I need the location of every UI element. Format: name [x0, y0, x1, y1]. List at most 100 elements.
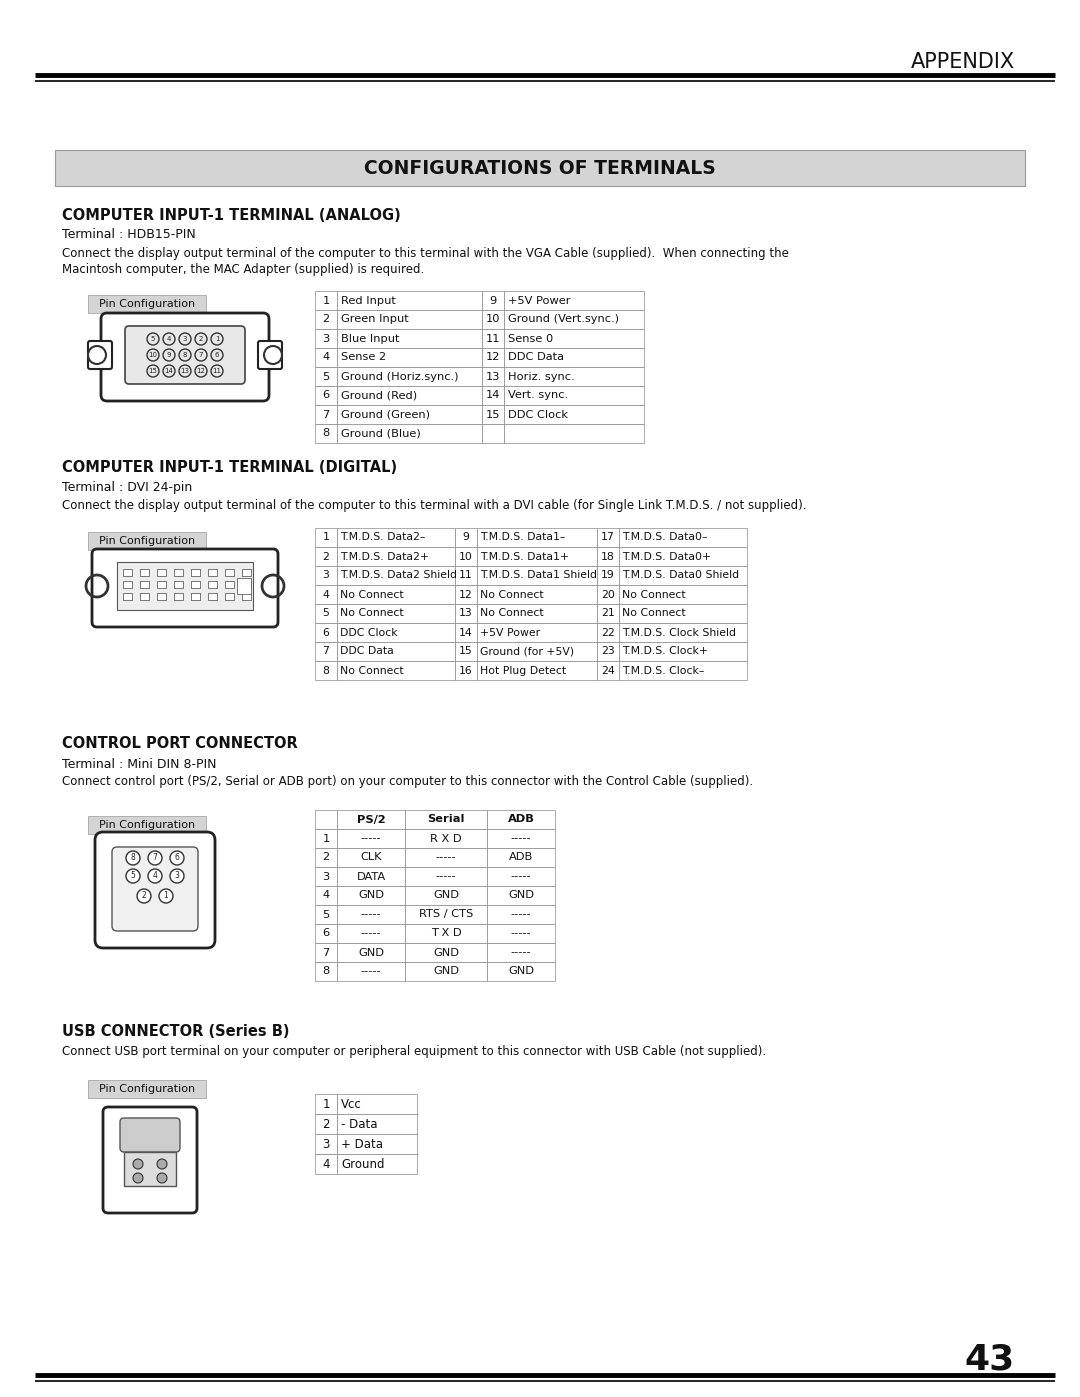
Text: DDC Data: DDC Data	[340, 647, 394, 657]
Bar	[55, 149, 1025, 186]
Bar	[157, 592, 165, 599]
Text: 3: 3	[183, 337, 187, 342]
Bar	[405, 905, 487, 923]
Text: DATA: DATA	[356, 872, 386, 882]
Bar	[315, 1113, 337, 1134]
Text: Terminal : Mini DIN 8-PIN: Terminal : Mini DIN 8-PIN	[62, 757, 216, 771]
Bar	[122, 592, 132, 599]
Bar	[315, 963, 337, 981]
Bar	[482, 405, 504, 425]
Bar	[315, 943, 337, 963]
Bar	[487, 848, 555, 868]
Text: 1: 1	[323, 532, 329, 542]
Text: 8: 8	[183, 352, 187, 358]
Circle shape	[133, 1160, 143, 1169]
Bar	[455, 623, 477, 643]
Text: Ground (Horiz.sync.): Ground (Horiz.sync.)	[341, 372, 459, 381]
Bar	[597, 566, 619, 585]
Text: Sense 0: Sense 0	[508, 334, 553, 344]
Text: + Data: + Data	[341, 1137, 383, 1151]
Bar	[337, 963, 405, 981]
FancyBboxPatch shape	[103, 1106, 197, 1213]
Text: 2: 2	[322, 1118, 329, 1130]
FancyBboxPatch shape	[102, 313, 269, 401]
Bar	[455, 661, 477, 680]
Bar	[455, 585, 477, 604]
Bar	[315, 828, 337, 848]
FancyBboxPatch shape	[95, 833, 215, 949]
Bar	[337, 367, 482, 386]
FancyBboxPatch shape	[120, 1118, 180, 1153]
Text: 15: 15	[459, 647, 473, 657]
Text: GND: GND	[433, 967, 459, 977]
FancyBboxPatch shape	[112, 847, 198, 930]
Bar	[190, 569, 200, 576]
Bar	[337, 386, 482, 405]
Bar	[337, 528, 455, 548]
Bar	[619, 585, 747, 604]
Bar	[315, 528, 337, 548]
Text: Connect the display output terminal of the computer to this terminal with a DVI : Connect the display output terminal of t…	[62, 500, 807, 513]
Text: 6: 6	[323, 929, 329, 939]
Text: 4: 4	[152, 872, 158, 880]
Bar	[337, 905, 405, 923]
Bar	[242, 592, 251, 599]
Bar	[477, 661, 597, 680]
Bar	[337, 310, 482, 330]
Text: -----: -----	[435, 872, 457, 882]
Text: 3: 3	[175, 872, 179, 880]
Bar	[619, 643, 747, 661]
Bar	[405, 886, 487, 905]
Bar	[315, 848, 337, 868]
Text: No Connect: No Connect	[622, 609, 686, 619]
Bar	[504, 425, 644, 443]
Bar	[482, 386, 504, 405]
Bar	[87, 816, 206, 834]
Text: Terminal : HDB15-PIN: Terminal : HDB15-PIN	[62, 229, 195, 242]
Text: 22: 22	[602, 627, 615, 637]
Bar	[337, 585, 455, 604]
Bar	[477, 528, 597, 548]
Bar	[482, 367, 504, 386]
Bar	[157, 581, 165, 588]
Circle shape	[137, 888, 151, 902]
Bar	[337, 1154, 417, 1173]
Bar	[190, 581, 200, 588]
Text: DDC Clock: DDC Clock	[340, 627, 397, 637]
Text: Sense 2: Sense 2	[341, 352, 387, 362]
FancyBboxPatch shape	[87, 341, 112, 369]
Text: RTS / CTS: RTS / CTS	[419, 909, 473, 919]
Text: 13: 13	[459, 609, 473, 619]
Bar	[504, 291, 644, 310]
Text: No Connect: No Connect	[480, 590, 543, 599]
Text: Pin Configuration: Pin Configuration	[99, 1084, 195, 1094]
Bar	[597, 623, 619, 643]
Text: No Connect: No Connect	[480, 609, 543, 619]
Bar	[619, 661, 747, 680]
Text: T.M.D.S. Clock Shield: T.M.D.S. Clock Shield	[622, 627, 735, 637]
Text: 10: 10	[149, 352, 158, 358]
Text: -----: -----	[511, 909, 531, 919]
Text: DDC Clock: DDC Clock	[508, 409, 568, 419]
Text: T.M.D.S. Data2 Shield: T.M.D.S. Data2 Shield	[340, 570, 457, 581]
Text: -----: -----	[361, 967, 381, 977]
Text: 5: 5	[322, 909, 329, 919]
Bar	[242, 581, 251, 588]
Bar	[477, 566, 597, 585]
Text: 5: 5	[323, 609, 329, 619]
Text: No Connect: No Connect	[340, 609, 404, 619]
Text: -----: -----	[511, 947, 531, 957]
Text: 1: 1	[322, 1098, 329, 1111]
Text: 11: 11	[486, 334, 500, 344]
Text: 7: 7	[322, 409, 329, 419]
Bar	[482, 348, 504, 367]
Text: Pin Configuration: Pin Configuration	[99, 536, 195, 546]
Text: 7: 7	[152, 854, 158, 862]
Bar	[337, 923, 405, 943]
Bar	[337, 405, 482, 425]
Text: 3: 3	[322, 872, 329, 882]
Text: 13: 13	[486, 372, 500, 381]
Text: Vert. sync.: Vert. sync.	[508, 391, 568, 401]
Bar	[504, 367, 644, 386]
Bar	[315, 923, 337, 943]
